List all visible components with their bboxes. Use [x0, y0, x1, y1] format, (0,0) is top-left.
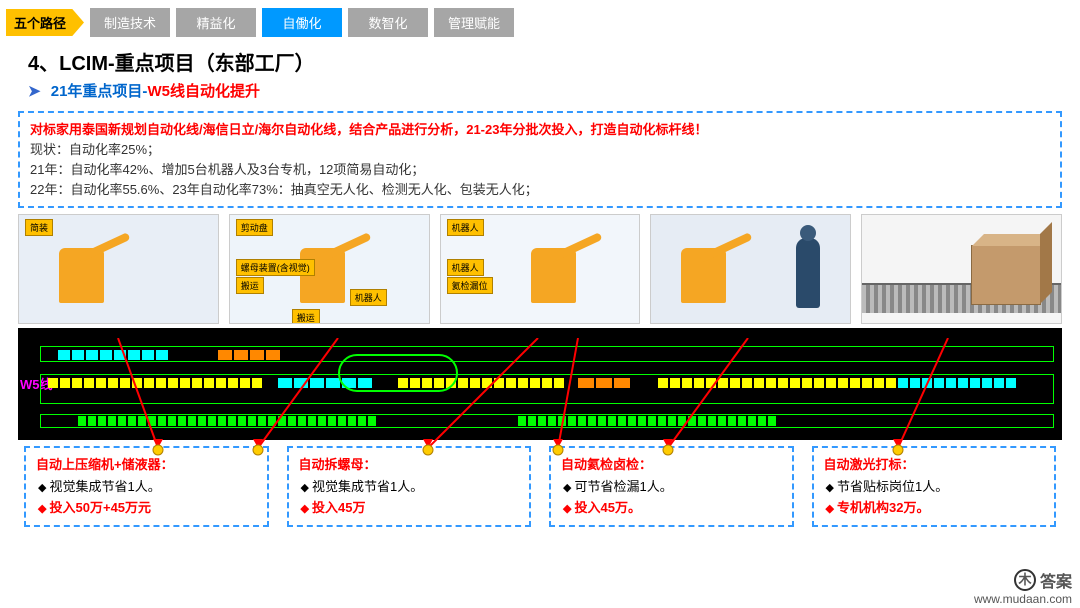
- photo-row: 简装剪动盘螺母装置(含视觉)搬运机器人搬运机器人机器人氦检漏位: [0, 214, 1080, 328]
- benchmark-status-line: 22年：自动化率55.6%、23年自动化率73%：抽真空无人化、检测无人化、包装…: [30, 180, 1050, 200]
- equipment-photo: 简装: [18, 214, 219, 324]
- improvement-card: 自动激光打标：节省贴标岗位1人。专机机构32万。: [812, 446, 1057, 527]
- page-subtitle: ➤ 21年重点项目-W5线自动化提升: [0, 78, 1080, 107]
- improvement-card-line: 投入45万: [301, 498, 520, 519]
- equipment-photo: [650, 214, 851, 324]
- nav-tab[interactable]: 管理赋能: [434, 8, 514, 37]
- bottom-card-row: 自动上压缩机+储液器：视觉集成节省1人。投入50万+45万元自动拆螺母：视觉集成…: [0, 446, 1080, 531]
- watermark-brand: 答案: [1040, 568, 1072, 592]
- benchmark-status-line: 21年：自动化率42%、增加5台机器人及3台专机，12项简易自动化；: [30, 160, 1050, 180]
- nav-tab[interactable]: 自働化: [262, 8, 342, 37]
- improvement-card-line: 可节省检漏1人。: [563, 477, 782, 498]
- benchmark-headline: 对标家用泰国新规划自动化线/海信日立/海尔自动化线，结合产品进行分析，21-23…: [30, 119, 1050, 138]
- photo-label-tag: 机器人: [447, 219, 484, 236]
- subtitle-blue: 21年重点项目-: [51, 83, 148, 100]
- improvement-card: 自动上压缩机+储液器：视觉集成节省1人。投入50万+45万元: [24, 446, 269, 527]
- photo-label-tag: 搬运: [236, 277, 264, 294]
- nav-arrow-label: 五个路径: [6, 9, 84, 36]
- watermark-url: www.mudaan.com: [974, 592, 1072, 606]
- subtitle-red: W5线自动化提升: [147, 83, 260, 100]
- photo-label-tag: 剪动盘: [236, 219, 273, 236]
- improvement-card: 自动拆螺母：视觉集成节省1人。投入45万: [287, 446, 532, 527]
- watermark: 木 答案 www.mudaan.com: [974, 568, 1072, 606]
- improvement-card-line: 投入50万+45万元: [38, 498, 257, 519]
- photo-label-tag: 搬运: [292, 309, 320, 324]
- nav-tab[interactable]: 数智化: [348, 8, 428, 37]
- benchmark-status-line: 现状：自动化率25%；: [30, 140, 1050, 160]
- nav-tab[interactable]: 制造技术: [90, 8, 170, 37]
- subtitle-chevron-icon: ➤: [28, 83, 41, 100]
- photo-label-tag: 简装: [25, 219, 53, 236]
- improvement-card-line: 节省贴标岗位1人。: [826, 477, 1045, 498]
- page-title: 4、LCIM-重点项目（东部工厂）: [0, 41, 1080, 78]
- nav-tab[interactable]: 精益化: [176, 8, 256, 37]
- improvement-card-line: 投入45万。: [563, 498, 782, 519]
- improvement-card-line: 视觉集成节省1人。: [38, 477, 257, 498]
- nav-bar: 五个路径 制造技术精益化自働化数智化管理赋能: [0, 0, 1080, 41]
- photo-label-tag: 机器人: [350, 289, 387, 306]
- equipment-photo: 剪动盘螺母装置(含视觉)搬运机器人搬运: [229, 214, 430, 324]
- photo-label-tag: 氦检漏位: [447, 277, 493, 294]
- benchmark-box: 对标家用泰国新规划自动化线/海信日立/海尔自动化线，结合产品进行分析，21-23…: [18, 111, 1062, 208]
- improvement-card: 自动氦检卤检：可节省检漏1人。投入45万。: [549, 446, 794, 527]
- improvement-card-line: 视觉集成节省1人。: [301, 477, 520, 498]
- equipment-photo: 机器人机器人氦检漏位: [440, 214, 641, 324]
- photo-label-tag: 螺母装置(含视觉): [236, 259, 315, 276]
- watermark-logo-icon: 木: [1014, 569, 1036, 591]
- pointer-arrows: [18, 338, 1062, 458]
- photo-label-tag: 机器人: [447, 259, 484, 276]
- improvement-card-line: 专机机构32万。: [826, 498, 1045, 519]
- equipment-photo: [861, 214, 1062, 324]
